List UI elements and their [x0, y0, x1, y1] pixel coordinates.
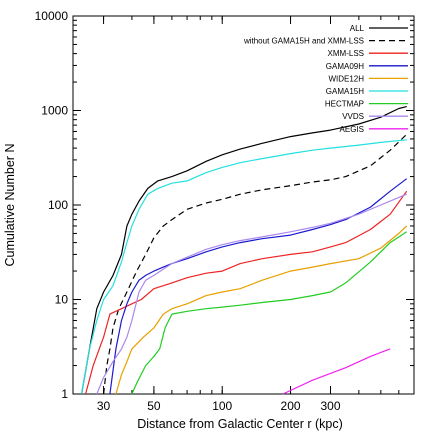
x-tick-label: 100 — [212, 399, 232, 413]
legend: ALL without GAMA15H and XMM-LSS XMM-LSS GAM… — [243, 24, 408, 134]
x-axis-title: Distance from Galactic Center r (kpc) — [137, 417, 343, 431]
axis-ticks: 1 10 100 1000 10000 30 50 100 200 300 — [35, 9, 415, 413]
x-tick-label: 30 — [97, 399, 111, 413]
series-line-aegis — [282, 348, 391, 395]
legend-label: without GAMA15H and XMM-LSS — [243, 37, 364, 46]
series-line-xmm-lss — [85, 190, 408, 395]
y-tick-label: 1 — [61, 387, 68, 401]
legend-label: ALL — [350, 24, 365, 33]
plot-frame — [72, 15, 415, 395]
legend-label: HECTMAP — [325, 100, 364, 109]
legend-label: GAMA09H — [326, 62, 364, 71]
x-tick-label: 200 — [281, 399, 301, 413]
series-lines — [81, 106, 408, 395]
y-tick-label: 10 — [55, 293, 69, 307]
y-axis-title: Cumulative Number N — [3, 144, 17, 267]
series-line-gama09h — [109, 178, 408, 395]
y-tick-label: 1000 — [41, 104, 68, 118]
series-line-without-gama15h-and-xmm-lss — [103, 133, 408, 395]
y-tick-label: 10000 — [35, 9, 69, 23]
x-tick-label: 50 — [147, 399, 161, 413]
legend-label: AEGIS — [340, 125, 364, 134]
series-line-all — [81, 106, 407, 395]
legend-label: VVDS — [342, 112, 364, 121]
legend-label: GAMA15H — [326, 87, 364, 96]
series-line-gama15h — [81, 139, 407, 395]
legend-label: XMM-LSS — [328, 49, 364, 58]
series-line-wide12h — [115, 225, 408, 395]
series-line-vvds — [96, 193, 407, 395]
x-tick-label: 300 — [320, 399, 340, 413]
y-tick-label: 100 — [48, 198, 68, 212]
series-line-hectmap — [131, 231, 408, 395]
legend-label: WIDE12H — [328, 74, 364, 83]
